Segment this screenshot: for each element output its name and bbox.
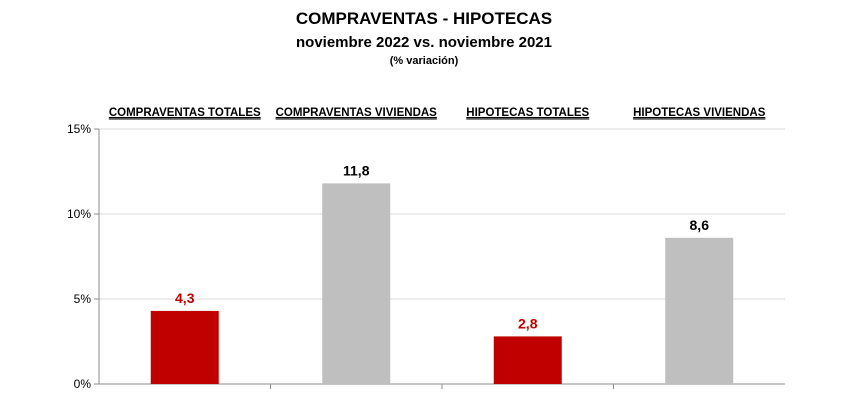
data-label: 11,8	[343, 162, 370, 178]
chart-note: (% variación)	[389, 55, 459, 67]
y-tick-label: 5%	[74, 292, 92, 306]
bar	[493, 336, 562, 384]
category-label: HIPOTECAS TOTALES	[466, 107, 589, 119]
category-label: COMPRAVENTAS VIVIENDAS	[276, 107, 438, 119]
data-label: 8,6	[690, 217, 710, 233]
data-label: 4,3	[175, 290, 195, 306]
y-tick-label: 15%	[67, 122, 91, 136]
bar	[322, 183, 391, 384]
chart-subtitle: noviembre 2022 vs. noviembre 2021	[296, 34, 552, 51]
data-label: 2,8	[518, 315, 538, 331]
chart-title: COMPRAVENTAS - HIPOTECAS	[295, 9, 553, 28]
y-tick-label: 0%	[74, 377, 92, 391]
category-label: HIPOTECAS VIVIENDAS	[633, 107, 766, 119]
category-label: COMPRAVENTAS TOTALES	[109, 107, 261, 119]
bar	[665, 237, 734, 384]
bar	[150, 310, 219, 384]
y-tick-label: 10%	[67, 207, 91, 221]
